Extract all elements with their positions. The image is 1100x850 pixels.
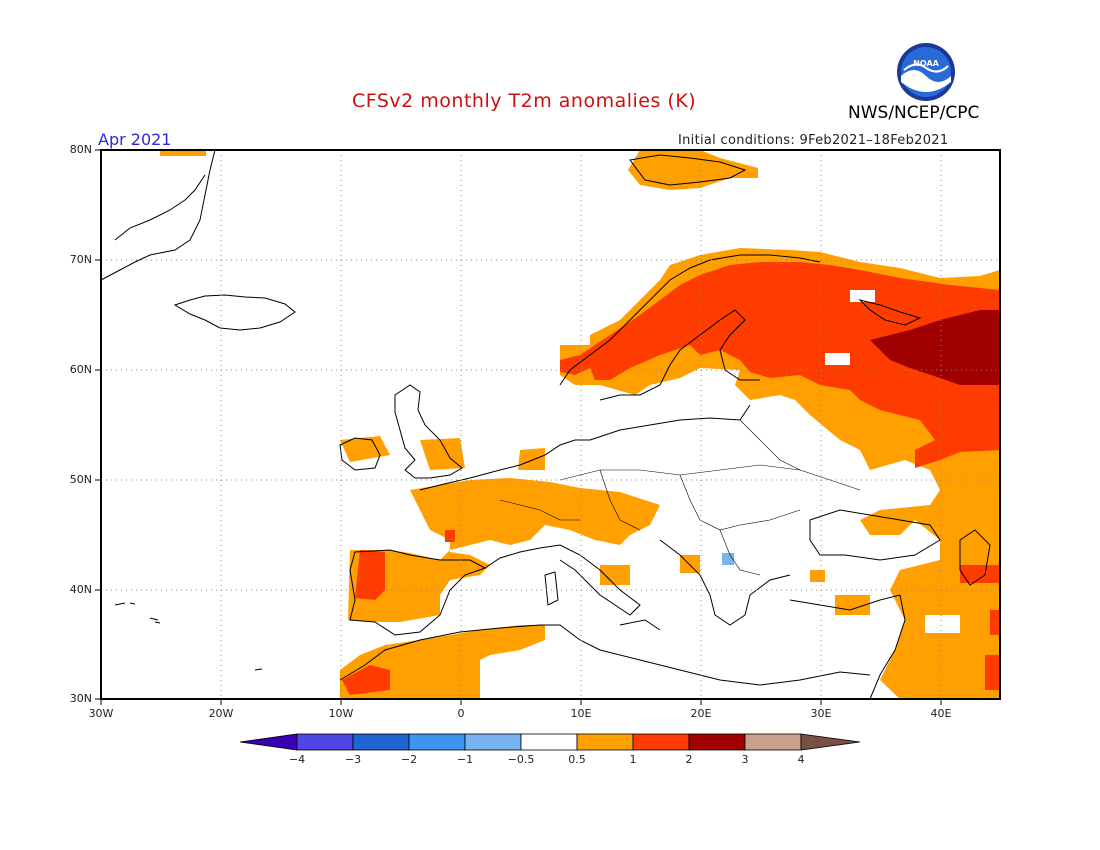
map-title: CFSv2 monthly T2m anomalies (K) bbox=[352, 90, 697, 112]
lat-label: 30N bbox=[69, 692, 92, 705]
colorbar-bin bbox=[464, 733, 522, 751]
agency-label: NWS/NCEP/CPC bbox=[848, 103, 980, 123]
colorbar-bin bbox=[576, 733, 634, 751]
colorbar-bin bbox=[520, 733, 578, 751]
colorbar-upper-arrow bbox=[800, 733, 861, 751]
colorbar-label: 1 bbox=[629, 753, 637, 766]
colorbar bbox=[239, 733, 861, 751]
lon-label: 10E bbox=[570, 707, 592, 720]
lat-label: 80N bbox=[69, 143, 92, 156]
colorbar-label: 4 bbox=[797, 753, 805, 766]
lon-label: 10W bbox=[328, 707, 354, 720]
lat-label: 70N bbox=[69, 253, 92, 266]
lon-label: 30W bbox=[88, 707, 114, 720]
colorbar-label: −2 bbox=[400, 753, 418, 766]
anomaly-field bbox=[160, 150, 1000, 699]
colorbar-bin bbox=[688, 733, 746, 751]
colorbar-label: −0.5 bbox=[507, 753, 535, 766]
colorbar-bin bbox=[296, 733, 354, 751]
noaa-logo-text: NOAA bbox=[913, 59, 939, 68]
colorbar-label: −3 bbox=[344, 753, 362, 766]
colorbar-label: 3 bbox=[741, 753, 749, 766]
colorbar-bin bbox=[408, 733, 466, 751]
lon-label: 0 bbox=[457, 707, 465, 720]
forecast-period: Apr 2021 bbox=[98, 130, 172, 149]
lon-label: 20E bbox=[690, 707, 712, 720]
colorbar-label: 0.5 bbox=[568, 753, 586, 766]
colorbar-bin bbox=[352, 733, 410, 751]
noaa-logo: NOAA bbox=[897, 43, 955, 101]
colorbar-label: −1 bbox=[456, 753, 474, 766]
axis-ticks bbox=[95, 149, 942, 705]
lon-label: 20W bbox=[208, 707, 234, 720]
colorbar-bin bbox=[744, 733, 802, 751]
lat-label: 50N bbox=[69, 473, 92, 486]
lat-label: 40N bbox=[69, 583, 92, 596]
colorbar-label: −4 bbox=[288, 753, 306, 766]
map-frame bbox=[100, 149, 1001, 700]
coastlines bbox=[101, 150, 991, 699]
lon-label: 30E bbox=[810, 707, 832, 720]
initial-conditions: Initial conditions: 9Feb2021–18Feb2021 bbox=[678, 133, 949, 148]
colorbar-bin bbox=[632, 733, 690, 751]
colorbar-label: 2 bbox=[685, 753, 693, 766]
lat-label: 60N bbox=[69, 363, 92, 376]
lon-label: 40E bbox=[930, 707, 952, 720]
colorbar-lower-arrow bbox=[239, 733, 298, 751]
